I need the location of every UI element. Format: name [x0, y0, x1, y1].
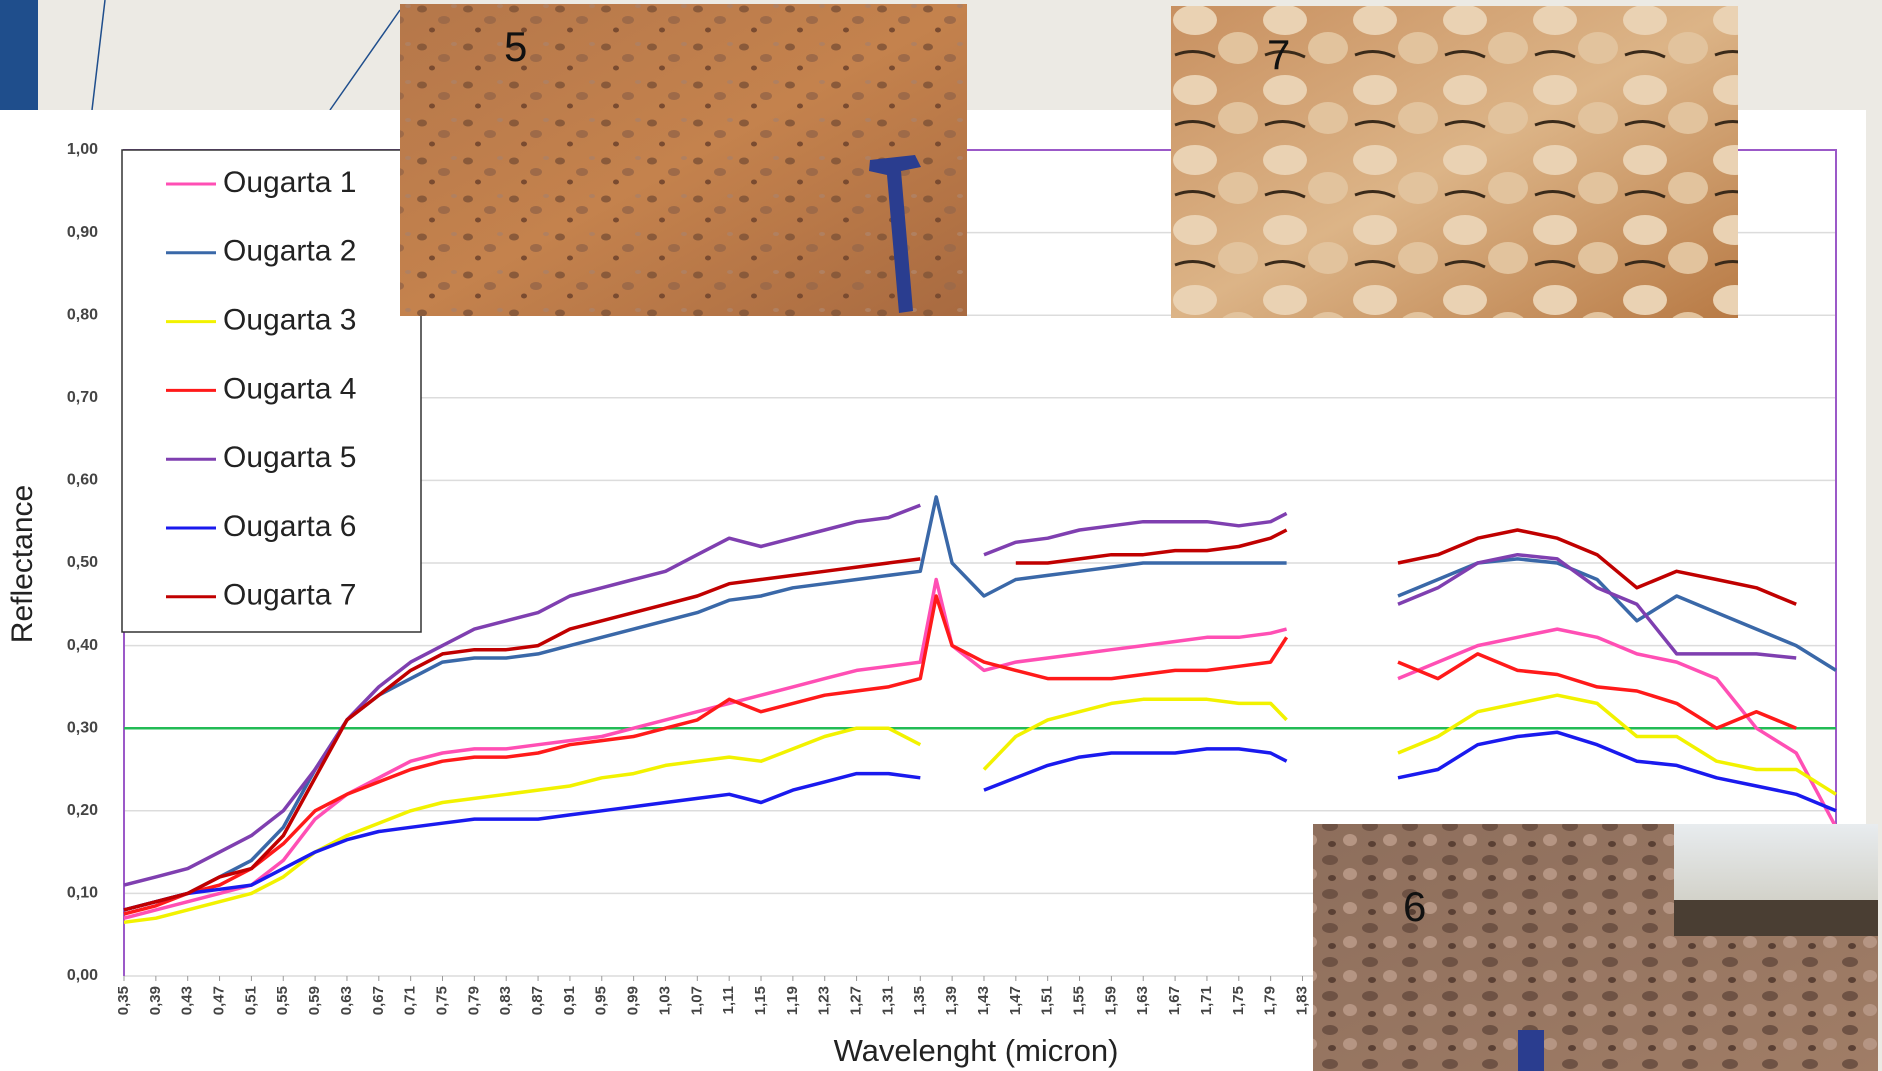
x-tick-label: 0,91	[561, 986, 578, 1015]
x-tick-label: 0,79	[465, 986, 482, 1015]
y-tick-label: 0,80	[67, 306, 98, 323]
y-tick-label: 0,30	[67, 719, 98, 736]
x-tick-label: 0,87	[529, 986, 546, 1015]
photo-7-texture	[1171, 6, 1738, 318]
y-tick-label: 0,20	[67, 802, 98, 819]
photo-6-inset-ground	[1674, 900, 1878, 936]
x-tick-label: 0,67	[370, 986, 387, 1015]
slide-accent	[0, 0, 38, 110]
x-tick-label: 0,71	[402, 986, 419, 1015]
x-tick-label: 1,31	[879, 986, 896, 1015]
y-tick-label: 0,60	[67, 472, 98, 489]
y-tick-label: 0,40	[67, 637, 98, 654]
x-tick-label: 1,23	[816, 986, 833, 1015]
x-tick-label: 1,15	[752, 986, 769, 1015]
y-tick-label: 0,90	[67, 224, 98, 241]
x-tick-label: 0,47	[211, 986, 228, 1015]
x-tick-label: 1,03	[656, 986, 673, 1015]
x-tick-label: 0,55	[274, 986, 291, 1015]
x-tick-label: 1,83	[1293, 986, 1310, 1015]
y-tick-label: 0,00	[67, 967, 98, 984]
x-tick-label: 0,75	[433, 986, 450, 1015]
x-tick-label: 1,55	[1071, 986, 1088, 1015]
y-axis-title: Reflectance	[6, 485, 39, 643]
x-tick-label: 1,27	[848, 986, 865, 1015]
legend-label: Ougarta 2	[223, 235, 356, 268]
legend-label: Ougarta 7	[223, 579, 356, 612]
legend-label: Ougarta 1	[223, 166, 356, 199]
photo-label: 5	[504, 23, 527, 70]
x-tick-label: 1,67	[1166, 986, 1183, 1015]
legend: Ougarta 1 Ougarta 2 Ougarta 3 Ougarta 4 Ouga…	[122, 150, 421, 632]
x-tick-label: 0,59	[306, 986, 323, 1015]
x-tick-label: 1,35	[911, 986, 928, 1015]
x-tick-label: 0,83	[497, 986, 514, 1015]
x-tick-label: 1,43	[975, 986, 992, 1015]
legend-label: Ougarta 4	[223, 372, 356, 405]
x-tick-label: 1,47	[1007, 986, 1024, 1015]
x-tick-label: 0,35	[115, 986, 132, 1015]
x-tick-label: 1,07	[688, 986, 705, 1015]
legend-label: Ougarta 3	[223, 304, 356, 337]
y-tick-label: 0,50	[67, 554, 98, 571]
x-tick-label: 1,75	[1230, 986, 1247, 1015]
y-tick-label: 0,70	[67, 389, 98, 406]
photo-label: 7	[1267, 31, 1290, 78]
x-tick-label: 0,63	[338, 986, 355, 1015]
x-tick-label: 1,51	[1039, 986, 1056, 1015]
x-tick-label: 0,95	[593, 986, 610, 1015]
photo-label: 6	[1403, 883, 1426, 930]
x-tick-label: 1,59	[1102, 986, 1119, 1015]
legend-label: Ougarta 5	[223, 441, 356, 474]
y-tick-label: 1,00	[67, 141, 98, 158]
photo-6-hammer	[1518, 1030, 1544, 1071]
x-tick-label: 1,19	[784, 986, 801, 1015]
slide: 0,00 0,10 0,20 0,30 0,40 0,50 0,60 0,70 0,80 0,90…	[0, 0, 1882, 1071]
y-tick-label: 0,10	[67, 885, 98, 902]
x-axis-title: Wavelenght (micron)	[834, 1033, 1119, 1068]
x-tick-label: 1,71	[1198, 986, 1215, 1015]
x-tick-label: 0,39	[147, 986, 164, 1015]
x-tick-label: 0,43	[179, 986, 196, 1015]
x-tick-label: 1,79	[1262, 986, 1279, 1015]
x-tick-label: 0,99	[625, 986, 642, 1015]
legend-label: Ougarta 6	[223, 510, 356, 543]
x-tick-label: 1,39	[943, 986, 960, 1015]
x-tick-label: 1,11	[720, 986, 737, 1014]
x-tick-label: 1,63	[1134, 986, 1151, 1015]
x-tick-label: 0,51	[242, 986, 259, 1015]
